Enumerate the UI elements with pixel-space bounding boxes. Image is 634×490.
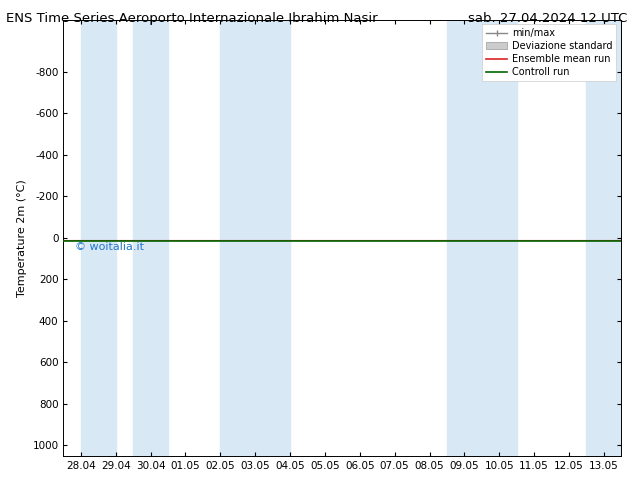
Legend: min/max, Deviazione standard, Ensemble mean run, Controll run: min/max, Deviazione standard, Ensemble m…	[482, 24, 616, 81]
Bar	[133, 20, 168, 456]
Bar	[81, 20, 116, 456]
Bar	[221, 20, 290, 456]
Text: ENS Time Series Aeroporto Internazionale Ibrahim Nasir: ENS Time Series Aeroporto Internazionale…	[6, 12, 378, 25]
Text: © woitalia.it: © woitalia.it	[75, 242, 143, 252]
Bar	[447, 20, 517, 456]
Y-axis label: Temperature 2m (°C): Temperature 2m (°C)	[17, 179, 27, 296]
Text: sab. 27.04.2024 12 UTC: sab. 27.04.2024 12 UTC	[469, 12, 628, 25]
Bar	[586, 20, 621, 456]
